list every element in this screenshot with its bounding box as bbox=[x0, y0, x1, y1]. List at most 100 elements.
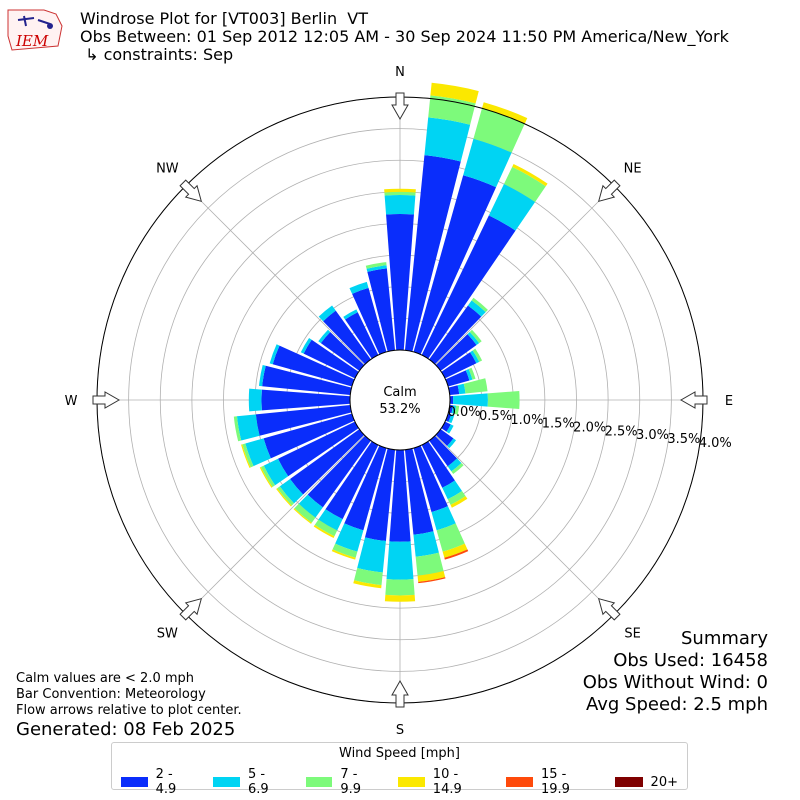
windrose-bar-segment bbox=[467, 331, 480, 345]
windrose-bar-segment bbox=[428, 95, 476, 125]
logo-text: IEM bbox=[15, 32, 49, 50]
windrose-bar-segment bbox=[279, 479, 304, 504]
flow-arrow-icon bbox=[92, 391, 121, 409]
windrose-bar-segment bbox=[384, 594, 416, 602]
windrose-bar-segment bbox=[272, 345, 355, 387]
flow-arrow-shape bbox=[679, 391, 708, 409]
windrose-bar-segment bbox=[424, 117, 471, 162]
calm-label: Calm bbox=[383, 385, 416, 400]
legend-item: 10 - 14.9 bbox=[398, 767, 488, 797]
windrose-bar-segment bbox=[353, 580, 382, 589]
windrose-bar-segment bbox=[242, 443, 254, 468]
windrose-bar-segment bbox=[389, 449, 411, 542]
flow-arrow-note: Flow arrows relative to plot center. bbox=[16, 703, 242, 718]
windrose-bar-segment bbox=[367, 268, 396, 352]
summary-title: Summary bbox=[681, 628, 768, 649]
windrose-bar-segment bbox=[313, 524, 335, 538]
legend-swatch bbox=[506, 777, 533, 787]
windrose-bar-segment bbox=[413, 445, 448, 513]
windrose-bar-segment bbox=[298, 494, 323, 518]
windrose-bar-segment bbox=[248, 388, 262, 412]
flow-arrow-icon bbox=[679, 391, 708, 409]
windrose-bar-segment bbox=[290, 429, 365, 495]
windrose-bar-segment bbox=[335, 523, 364, 552]
chart-title: Windrose Plot for [VT003] Berlin VT Obs B… bbox=[80, 10, 729, 64]
windrose-bar-segment bbox=[300, 337, 312, 354]
summary-box: Summary Obs Used: 16458 Obs Without Wind… bbox=[583, 628, 768, 716]
legend-item: 5 - 6.9 bbox=[213, 767, 287, 797]
windrose-bar-segment bbox=[450, 496, 468, 508]
windrose-bar-segment bbox=[444, 549, 469, 560]
windrose-bar-segment bbox=[447, 490, 466, 505]
legend-title: Wind Speed [mph] bbox=[339, 746, 460, 761]
windrose-bar-segment bbox=[331, 549, 356, 560]
windrose-bar-segment bbox=[385, 579, 415, 596]
windrose-bar-segment bbox=[366, 265, 387, 272]
windrose-bar-segment bbox=[468, 367, 476, 380]
windrose-bar-segment bbox=[352, 287, 387, 355]
direction-label: W bbox=[65, 394, 78, 409]
summary-obs-used: Obs Used: 16458 bbox=[613, 650, 768, 671]
windrose-bar-segment bbox=[259, 466, 273, 488]
windrose-bar-segment bbox=[429, 435, 458, 467]
windrose-bar-segment bbox=[332, 543, 358, 558]
legend-label: 2 - 4.9 bbox=[155, 767, 177, 797]
flow-arrow-shape bbox=[597, 597, 621, 621]
legend-label: 15 - 19.9 bbox=[540, 767, 570, 797]
legend-item: 15 - 19.9 bbox=[506, 767, 596, 797]
radial-tick-label: 2.0% bbox=[573, 421, 606, 436]
flow-arrow-shape bbox=[179, 179, 203, 203]
windrose-bar-segment bbox=[269, 344, 280, 365]
windrose-bar-segment bbox=[448, 414, 455, 424]
calm-circle bbox=[349, 349, 451, 451]
windrose-bar-segment bbox=[364, 448, 396, 542]
radial-tick-label: 2.5% bbox=[605, 424, 638, 439]
windrose-bar-segment bbox=[451, 405, 457, 414]
radial-tick-label: 4.0% bbox=[699, 436, 732, 451]
direction-label: E bbox=[725, 394, 733, 409]
windrose-bar-segment bbox=[262, 365, 352, 396]
windrose-bar-segment bbox=[384, 191, 416, 196]
legend-label: 10 - 14.9 bbox=[432, 767, 462, 797]
windrose-bar-segment bbox=[386, 214, 414, 351]
windrose-bar-segment bbox=[241, 444, 251, 468]
flow-arrow-icon bbox=[597, 597, 621, 621]
windrose-bar-segment bbox=[236, 414, 260, 441]
grid-spoke bbox=[435, 185, 615, 365]
iem-logo: IEM bbox=[4, 6, 66, 54]
direction-label: NE bbox=[624, 161, 642, 176]
windrose-bar-segment bbox=[318, 305, 336, 322]
windrose-bar-segment bbox=[449, 396, 454, 404]
flow-arrow-shape bbox=[391, 679, 409, 708]
windrose-bar-segment bbox=[435, 429, 454, 446]
windrose-bar-segment bbox=[233, 416, 242, 442]
flow-arrow-icon bbox=[597, 179, 621, 203]
flow-arrow-shape bbox=[92, 391, 121, 409]
grid-spoke bbox=[185, 435, 365, 615]
windrose-bar-segment bbox=[471, 297, 488, 313]
windrose-bar-segment bbox=[345, 312, 379, 359]
radial-tick-label: 0.0% bbox=[448, 405, 481, 420]
windrose-bar-segment bbox=[481, 102, 528, 124]
windrose-bar-segment bbox=[445, 413, 452, 422]
grid-spoke bbox=[435, 435, 615, 615]
windrose-bar-segment bbox=[343, 309, 358, 320]
windrose-bar-segment bbox=[318, 329, 331, 344]
windrose-bar-segment bbox=[245, 438, 271, 467]
direction-label: SE bbox=[624, 627, 640, 642]
legend-swatch bbox=[213, 777, 240, 787]
windrose-bar-segment bbox=[415, 552, 444, 576]
windrose-bar-segment bbox=[470, 350, 480, 364]
summary-avg-speed: Avg Speed: 2.5 mph bbox=[586, 694, 768, 715]
direction-label: SW bbox=[157, 627, 178, 642]
windrose-bar-segment bbox=[457, 383, 466, 395]
windrose-bar-segment bbox=[365, 262, 387, 269]
windrose-bar-segment bbox=[258, 364, 266, 387]
summary-obs-without-wind: Obs Without Wind: 0 bbox=[582, 672, 768, 693]
title-line-1: Windrose Plot for [VT003] Berlin VT bbox=[80, 9, 368, 28]
windrose-bar-segment bbox=[384, 188, 416, 193]
windrose-bar-segment bbox=[441, 352, 477, 379]
windrose-bar-segment bbox=[472, 348, 483, 362]
windrose-bar-segment bbox=[445, 370, 470, 387]
windrose-bar-segment bbox=[429, 305, 482, 365]
